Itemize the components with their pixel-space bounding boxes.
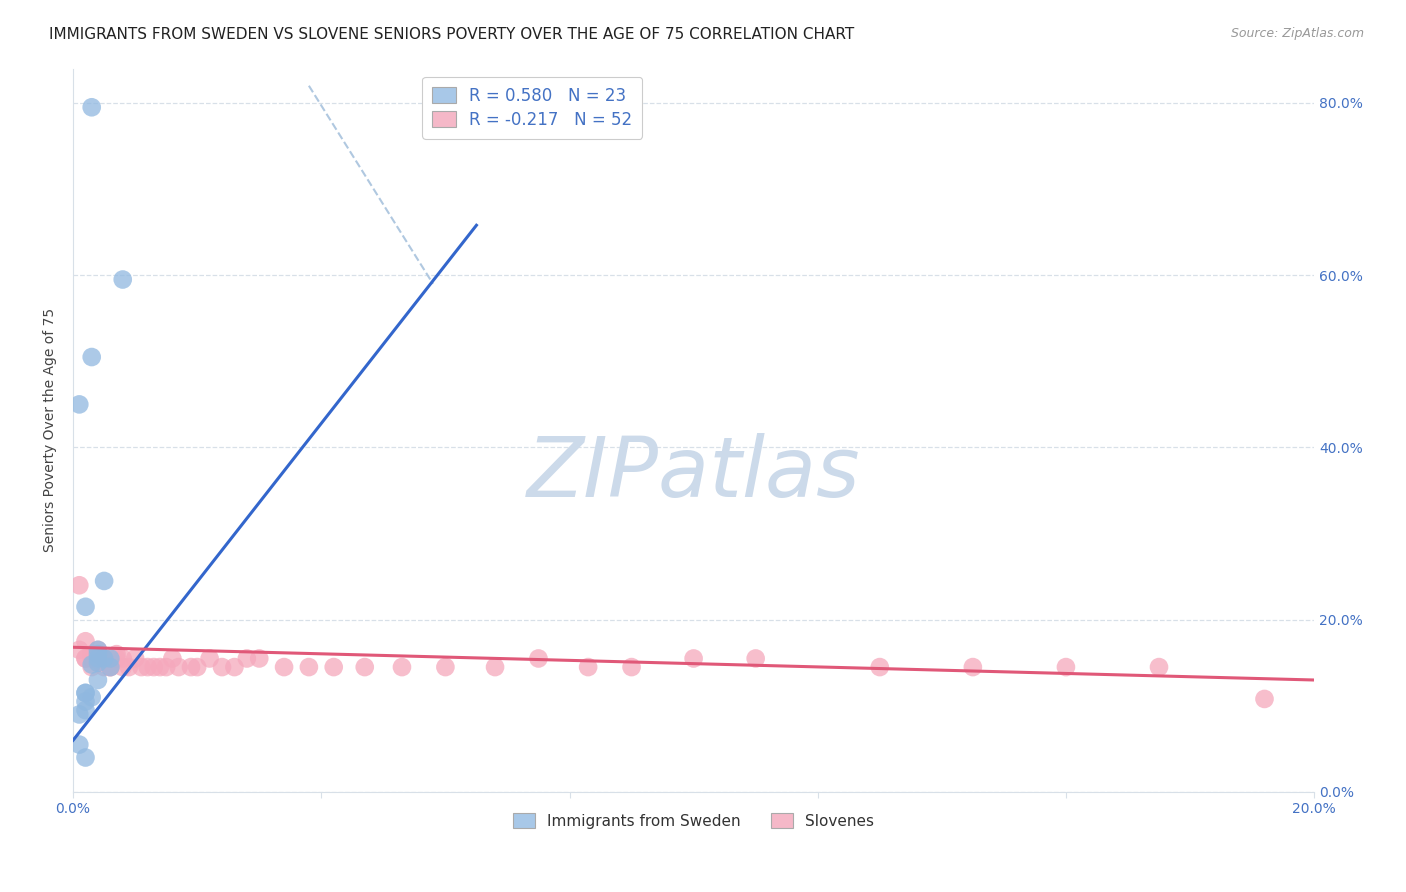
Point: [80, 647, 103, 661]
Point: [67, 707, 90, 722]
Point: [391, 660, 413, 674]
Point: [298, 660, 321, 674]
Point: [111, 272, 134, 286]
Text: IMMIGRANTS FROM SWEDEN VS SLOVENE SENIORS POVERTY OVER THE AGE OF 75 CORRELATION: IMMIGRANTS FROM SWEDEN VS SLOVENE SENIOR…: [49, 27, 855, 42]
Point: [1054, 660, 1077, 674]
Point: [80, 350, 103, 364]
Point: [67, 578, 90, 592]
Point: [869, 660, 891, 674]
Point: [186, 660, 208, 674]
Point: [434, 660, 457, 674]
Point: [75, 686, 97, 700]
Point: [162, 651, 184, 665]
Point: [80, 100, 103, 114]
Point: [75, 634, 97, 648]
Y-axis label: Seniors Poverty Over the Age of 75: Seniors Poverty Over the Age of 75: [44, 308, 58, 552]
Point: [80, 651, 103, 665]
Point: [93, 651, 115, 665]
Point: [111, 660, 134, 674]
Point: [167, 660, 190, 674]
Point: [93, 651, 115, 665]
Point: [93, 660, 115, 674]
Point: [124, 651, 146, 665]
Point: [198, 651, 221, 665]
Point: [67, 397, 90, 411]
Point: [322, 660, 344, 674]
Point: [98, 660, 121, 674]
Point: [353, 660, 375, 674]
Point: [80, 690, 103, 705]
Point: [98, 660, 121, 674]
Point: [149, 660, 172, 674]
Point: [111, 651, 134, 665]
Point: [211, 660, 233, 674]
Point: [87, 647, 110, 661]
Point: [236, 651, 259, 665]
Point: [75, 686, 97, 700]
Point: [273, 660, 295, 674]
Point: [1147, 660, 1170, 674]
Point: [87, 673, 110, 687]
Point: [247, 651, 270, 665]
Point: [484, 660, 506, 674]
Point: [75, 651, 97, 665]
Point: [527, 651, 550, 665]
Point: [576, 660, 599, 674]
Point: [67, 738, 90, 752]
Point: [75, 651, 97, 665]
Point: [75, 599, 97, 614]
Point: [105, 651, 128, 665]
Point: [118, 660, 141, 674]
Point: [75, 694, 97, 708]
Text: ZIPatlas: ZIPatlas: [527, 434, 860, 514]
Point: [87, 643, 110, 657]
Point: [224, 660, 246, 674]
Point: [98, 660, 121, 674]
Point: [75, 750, 97, 764]
Text: Source: ZipAtlas.com: Source: ZipAtlas.com: [1230, 27, 1364, 40]
Point: [80, 657, 103, 672]
Point: [105, 647, 128, 661]
Point: [98, 651, 121, 665]
Point: [80, 660, 103, 674]
Point: [75, 703, 97, 717]
Point: [93, 574, 115, 588]
Legend: Immigrants from Sweden, Slovenes: Immigrants from Sweden, Slovenes: [508, 807, 880, 835]
Point: [155, 660, 177, 674]
Point: [142, 660, 165, 674]
Point: [131, 660, 153, 674]
Point: [1253, 692, 1275, 706]
Point: [620, 660, 643, 674]
Point: [93, 651, 115, 665]
Point: [180, 660, 202, 674]
Point: [744, 651, 766, 665]
Point: [682, 651, 704, 665]
Point: [136, 660, 159, 674]
Point: [87, 651, 110, 665]
Point: [87, 643, 110, 657]
Point: [87, 656, 110, 670]
Point: [962, 660, 984, 674]
Point: [87, 656, 110, 670]
Point: [67, 643, 90, 657]
